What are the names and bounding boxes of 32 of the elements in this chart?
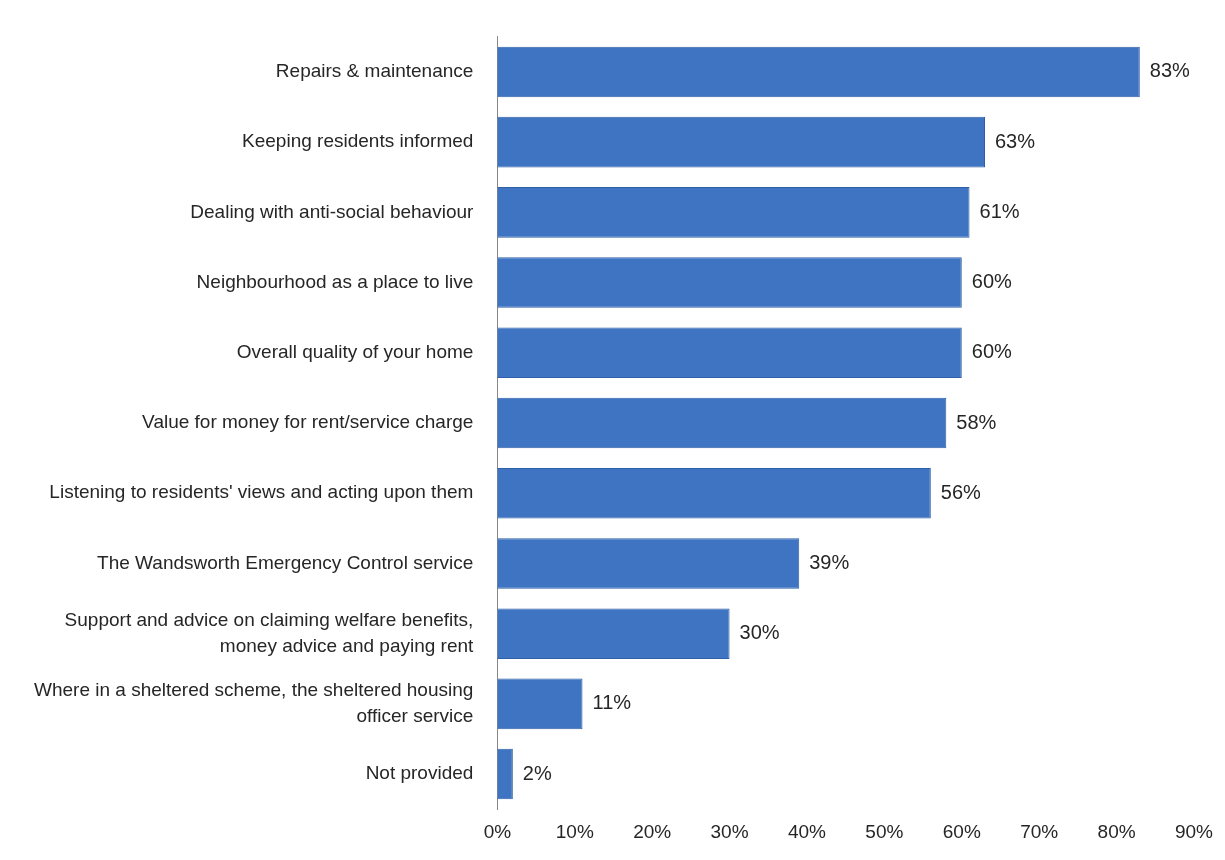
x-tick-label: 70%: [1020, 820, 1059, 842]
data-label: 11%: [592, 691, 632, 714]
x-tick-label: 50%: [865, 820, 904, 842]
y-tick-label: Support and advice on claiming welfare benefits, money advice and paying rent: [64, 609, 475, 656]
data-label: 60%: [971, 270, 1013, 293]
x-tick-label: 90%: [1174, 820, 1214, 842]
data-label: 83%: [1149, 59, 1191, 82]
x-tick-label: 0%: [483, 820, 512, 842]
x-tick-label: 10%: [555, 820, 594, 842]
x-tick-label: 20%: [633, 820, 672, 842]
data-label: 39%: [809, 550, 850, 573]
y-tick-label: Repairs & maintenance: [275, 60, 474, 82]
x-tick-label: 40%: [787, 820, 827, 842]
data-label: 60%: [971, 340, 1013, 363]
y-tick-label: Listening to residents' views and acting upon them: [49, 481, 474, 503]
y-tick-label: Neighbourhood as a place to live: [196, 270, 474, 292]
x-tick-label: 30%: [710, 820, 749, 842]
data-label: 30%: [739, 621, 780, 644]
y-tick-label: The Wandsworth Emergency Control service: [97, 551, 474, 573]
data-label: 58%: [956, 410, 997, 433]
y-tick-label: Where in a sheltered scheme, the sheltered housing officer service: [33, 679, 474, 726]
data-label: 63%: [995, 129, 1036, 152]
y-tick-label: Not provided: [365, 762, 474, 784]
data-label: 56%: [940, 480, 982, 503]
y-tick-label: Dealing with anti-social behaviour: [190, 200, 475, 222]
y-tick-label: Keeping residents informed: [242, 130, 474, 152]
data-label: 2%: [522, 761, 552, 784]
y-tick-label: Overall quality of your home: [236, 341, 474, 363]
x-tick-label: 60%: [942, 820, 981, 842]
x-tick-label: 80%: [1097, 820, 1136, 842]
y-tick-label: Value for money for rent/service charge: [142, 411, 474, 433]
data-label: 61%: [979, 199, 1020, 222]
